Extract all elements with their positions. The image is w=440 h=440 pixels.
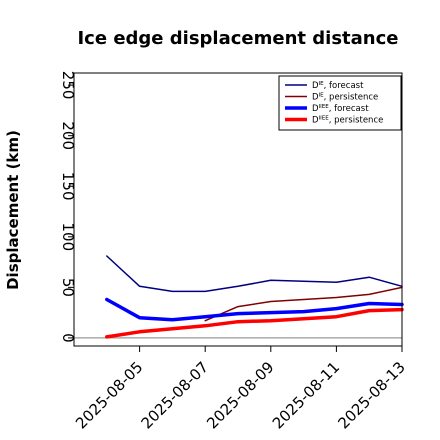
series-line-1	[204, 286, 403, 322]
y-tick-label: 50	[59, 278, 77, 297]
y-tick-label: 200	[59, 121, 77, 150]
x-tick-label: 2025-08-05	[72, 358, 146, 432]
x-tick-label: 2025-08-13	[334, 358, 408, 432]
chart-title: Ice edge displacement distance	[77, 28, 398, 49]
x-tick-label: 2025-08-11	[269, 358, 343, 432]
x-tick-label: 2025-08-07	[138, 358, 212, 432]
x-tick-label: 2025-08-09	[203, 358, 277, 432]
y-tick-label: 150	[59, 172, 77, 201]
series-line-2	[105, 297, 404, 322]
plot-frame	[73, 72, 403, 347]
legend-label: DIE, persistence	[312, 93, 378, 103]
y-axis-label: Displacement (km)	[4, 130, 22, 290]
y-tick-label: 250	[59, 71, 77, 100]
legend-label: DIE, forecast	[312, 81, 364, 91]
series-line-3	[105, 307, 404, 339]
y-tick-label: 0	[59, 333, 77, 343]
series-line-0	[106, 255, 403, 293]
legend-label: DIIEE, forecast	[312, 104, 369, 114]
y-tick-label: 100	[59, 222, 77, 251]
legend-label: DIIEE, persistence	[312, 116, 383, 126]
